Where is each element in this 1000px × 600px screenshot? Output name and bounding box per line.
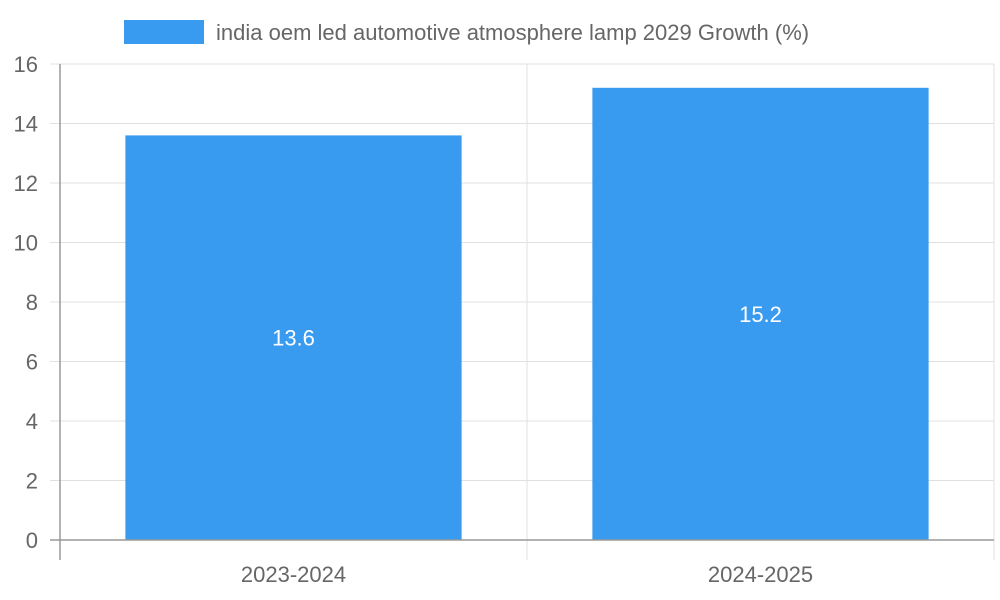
y-tick-label: 14	[14, 112, 38, 137]
legend-label[interactable]: india oem led automotive atmosphere lamp…	[216, 20, 809, 45]
bar-value-label: 15.2	[739, 302, 782, 327]
y-tick-label: 2	[26, 469, 38, 494]
y-tick-label: 6	[26, 350, 38, 375]
bar[interactable]	[125, 135, 462, 540]
bar-value-label: 13.6	[272, 326, 315, 351]
bar[interactable]	[592, 87, 929, 541]
y-tick-label: 8	[26, 290, 38, 315]
y-tick-label: 16	[14, 52, 38, 77]
y-tick-label: 4	[26, 409, 38, 434]
legend[interactable]: india oem led automotive atmosphere lamp…	[124, 20, 809, 45]
x-axis-ticks: 2023-2024 2024-2025	[241, 562, 813, 587]
y-tick-label: 10	[14, 231, 38, 256]
y-axis-ticks: 0 2 4 6 8 10 12 14 16	[14, 52, 38, 553]
x-tick-label: 2024-2025	[708, 562, 813, 587]
legend-swatch[interactable]	[124, 20, 204, 44]
bar-series: 13.6 15.2	[125, 87, 929, 541]
x-tick-label: 2023-2024	[241, 562, 346, 587]
axes	[50, 64, 994, 560]
y-tick-label: 0	[26, 528, 38, 553]
y-tick-label: 12	[14, 171, 38, 196]
